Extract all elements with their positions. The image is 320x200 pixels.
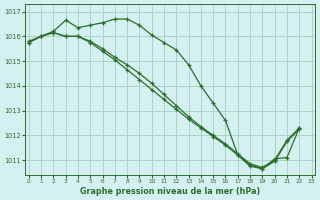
X-axis label: Graphe pression niveau de la mer (hPa): Graphe pression niveau de la mer (hPa) [80, 187, 260, 196]
